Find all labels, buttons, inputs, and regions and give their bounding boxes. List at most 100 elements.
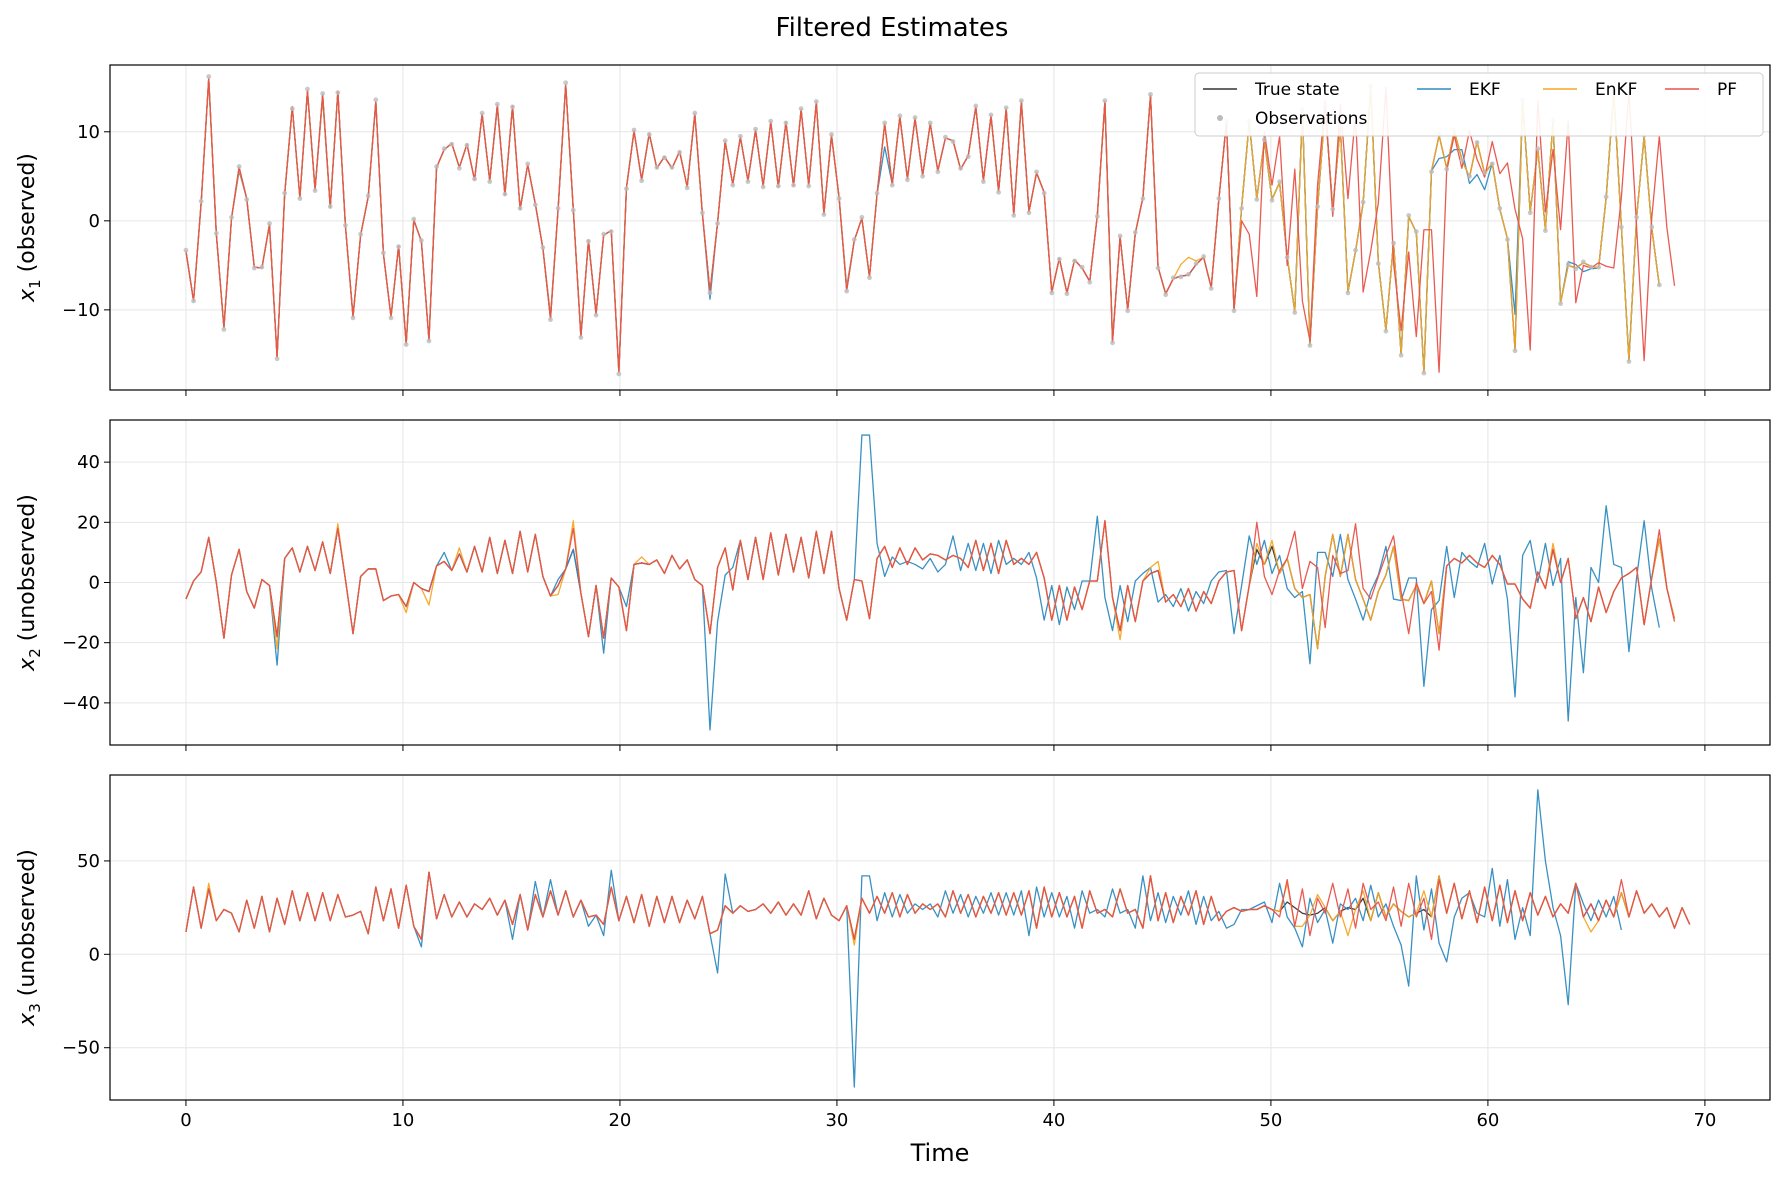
observation-point bbox=[1011, 213, 1017, 218]
observation-point bbox=[1626, 359, 1632, 364]
observation-point bbox=[327, 204, 333, 209]
observation-point bbox=[1330, 206, 1336, 212]
observation-point bbox=[1117, 233, 1123, 239]
observation-point bbox=[1239, 205, 1245, 211]
observation-point bbox=[1429, 169, 1434, 175]
observation-point bbox=[753, 126, 758, 132]
observation-point bbox=[388, 315, 394, 321]
observation-point bbox=[305, 86, 310, 92]
observation-point bbox=[1049, 290, 1055, 296]
observation-point bbox=[737, 133, 743, 139]
observation-point bbox=[927, 120, 933, 126]
series-line-enkf bbox=[185, 520, 1676, 650]
observation-point bbox=[510, 104, 515, 110]
series-line-true-state bbox=[185, 871, 1691, 941]
observation-point bbox=[1026, 210, 1032, 216]
observation-point bbox=[745, 179, 751, 185]
observation-point bbox=[1618, 224, 1624, 230]
observation-point bbox=[1102, 98, 1108, 104]
observation-point bbox=[1315, 204, 1320, 209]
legend-entry-enkf: EnKF bbox=[1543, 80, 1637, 100]
observation-point bbox=[1262, 137, 1267, 143]
axes-frame bbox=[109, 774, 1771, 1101]
series-line-true-state bbox=[185, 520, 1676, 650]
observation-point bbox=[449, 141, 455, 147]
observation-point bbox=[859, 214, 865, 220]
observation-point bbox=[578, 335, 584, 340]
observation-point bbox=[1543, 228, 1548, 234]
observation-point bbox=[206, 74, 212, 79]
observation-point bbox=[1421, 370, 1427, 376]
observation-point bbox=[1596, 264, 1601, 270]
observation-point bbox=[1254, 197, 1260, 202]
observation-point bbox=[943, 134, 948, 140]
observation-point bbox=[707, 290, 713, 296]
observation-point bbox=[684, 185, 690, 191]
observation-point bbox=[791, 182, 796, 188]
observation-point bbox=[836, 196, 842, 201]
observation-point bbox=[418, 238, 424, 243]
legend-entry-true-state: True state bbox=[1203, 80, 1340, 100]
legend-entry-ekf: EKF bbox=[1417, 80, 1501, 100]
observation-point bbox=[472, 176, 477, 182]
y-tick-label: 0 bbox=[89, 211, 100, 232]
legend: True state EKF EnKF PF Observations bbox=[1194, 72, 1764, 137]
observation-point bbox=[1482, 170, 1488, 176]
observation-point bbox=[1634, 214, 1639, 220]
observation-point bbox=[1497, 205, 1503, 211]
observation-point bbox=[608, 229, 614, 234]
observation-point bbox=[1649, 224, 1655, 230]
x-tick-label: 30 bbox=[825, 1110, 848, 1131]
observation-point bbox=[1072, 258, 1077, 264]
observation-point bbox=[1041, 190, 1047, 196]
observation-point bbox=[1079, 264, 1085, 270]
observation-point bbox=[639, 178, 645, 184]
x-tick-label: 20 bbox=[608, 1110, 631, 1131]
x-tick-label: 50 bbox=[1259, 1110, 1282, 1131]
y-tick-label: −10 bbox=[62, 300, 100, 321]
observation-point bbox=[411, 216, 417, 222]
observation-point bbox=[889, 182, 895, 188]
observation-point bbox=[1406, 213, 1412, 218]
observation-point bbox=[1535, 146, 1541, 152]
observation-point bbox=[1360, 199, 1366, 205]
observation-point bbox=[479, 110, 485, 116]
observation-point bbox=[1163, 292, 1169, 298]
observation-point bbox=[1505, 237, 1510, 242]
observation-point bbox=[813, 99, 819, 104]
observation-point bbox=[350, 315, 356, 321]
legend-label: EKF bbox=[1469, 80, 1501, 100]
observation-point bbox=[616, 371, 622, 377]
observation-point bbox=[426, 338, 432, 344]
panel-1: −10 0 10 x1 (observed) bbox=[15, 64, 1771, 396]
observation-point bbox=[1087, 279, 1093, 285]
observation-point bbox=[1186, 271, 1191, 277]
observation-point bbox=[289, 106, 295, 112]
observation-point bbox=[1459, 157, 1465, 163]
observation-point bbox=[365, 193, 371, 199]
panel-3: 0 10 20 30 40 50 60 70 −50 0 50 x3 (unobserved) bbox=[15, 774, 1771, 1131]
observation-point bbox=[555, 205, 561, 211]
observation-point bbox=[1375, 261, 1381, 266]
observation-point bbox=[358, 231, 364, 237]
observation-point bbox=[183, 247, 189, 253]
observation-point bbox=[563, 80, 569, 86]
observation-point bbox=[1558, 301, 1563, 307]
observation-point bbox=[593, 312, 599, 318]
y-tick-label: 0 bbox=[89, 573, 100, 594]
y-tick-label: −40 bbox=[62, 693, 100, 714]
observation-point bbox=[677, 149, 683, 155]
observation-point bbox=[1003, 105, 1009, 111]
observation-point bbox=[1201, 254, 1207, 259]
observation-point bbox=[1155, 265, 1161, 271]
x-tick-label: 60 bbox=[1476, 1110, 1499, 1131]
y-tick-label: 10 bbox=[77, 122, 100, 143]
y-axis-label: x2 (unobserved) bbox=[15, 494, 44, 672]
x-axis-label: Time bbox=[910, 1139, 970, 1167]
observation-point bbox=[935, 169, 941, 175]
series-line-pf bbox=[185, 520, 1676, 651]
observation-point bbox=[251, 265, 257, 271]
observation-point bbox=[1573, 266, 1579, 272]
observation-point bbox=[1474, 140, 1480, 145]
observation-point bbox=[958, 165, 964, 171]
